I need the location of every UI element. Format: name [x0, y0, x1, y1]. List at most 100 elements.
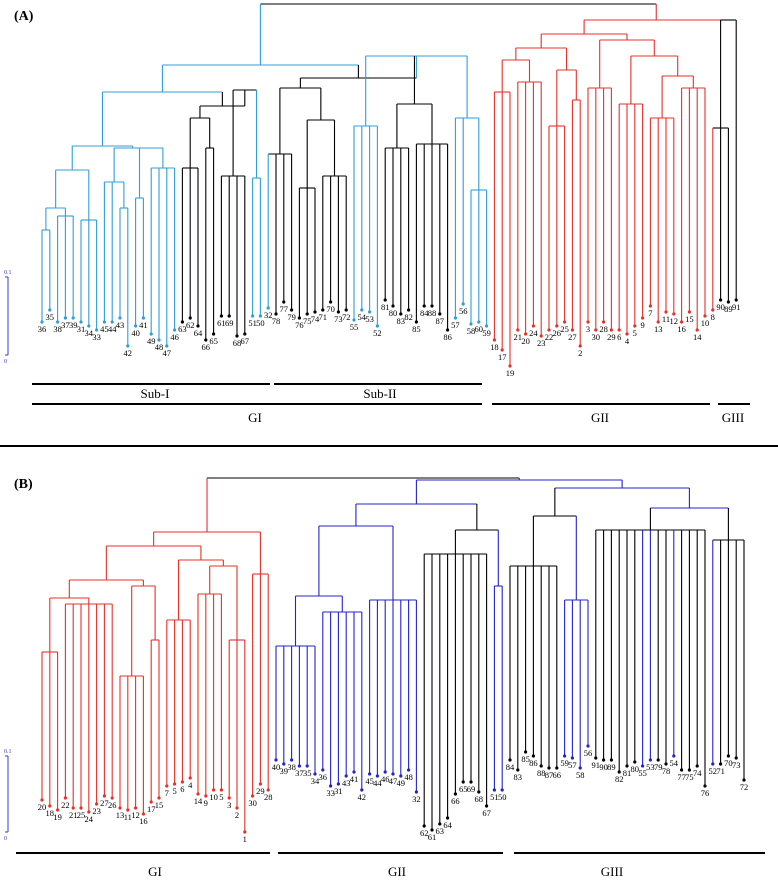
leaf-marker-panelA-35	[313, 310, 317, 314]
leaf-label-panelA-32: 79	[287, 312, 296, 322]
leaf-marker-panelB-67	[563, 754, 567, 758]
leaf-marker-panelB-47	[407, 768, 411, 772]
leaf-marker-panelA-82	[680, 320, 684, 324]
leaf-label-panelA-58: 18	[490, 342, 499, 352]
panel-b-scale-bar: 0.1 0	[4, 749, 12, 842]
leaf-marker-panelB-52	[446, 816, 450, 820]
leaf-label-panelA-69: 2	[578, 348, 582, 358]
leaf-label-panelA-21: 66	[202, 342, 211, 352]
leaf-marker-panelB-18	[180, 780, 184, 784]
leaf-label-panelB-47: 48	[404, 772, 413, 782]
leaf-marker-panelA-39	[344, 308, 348, 312]
group-label-sub-ii: Sub-II	[363, 386, 396, 401]
leaf-label-panelB-37: 33	[326, 788, 335, 798]
leaf-label-panelB-35: 34	[311, 776, 320, 786]
leaf-marker-panelB-2	[56, 808, 60, 812]
leaf-marker-panelA-47	[407, 308, 411, 312]
leaf-label-panelB-24: 3	[227, 800, 231, 810]
leaf-marker-panelA-27	[251, 314, 255, 318]
leaf-label-panelB-21: 9	[204, 798, 208, 808]
leaf-marker-panelA-58	[492, 338, 496, 342]
leaf-label-panelB-18: 6	[180, 784, 184, 794]
leaf-marker-panelA-53	[453, 316, 457, 320]
leaf-label-panelB-28: 29	[256, 786, 265, 796]
leaf-marker-panelB-7	[95, 802, 99, 806]
leaf-marker-panelB-8	[102, 794, 106, 798]
leaf-label-panelB-66: 66	[553, 770, 562, 780]
leaf-label-panelB-32: 38	[287, 762, 296, 772]
leaf-marker-panelB-70	[586, 744, 590, 748]
leaf-marker-panelB-44	[383, 770, 387, 774]
leaf-marker-panelA-83	[687, 310, 692, 314]
leaf-marker-panelA-85	[703, 314, 707, 318]
leaf-label-panelA-52: 86	[443, 332, 452, 342]
leaf-label-panelB-86: 52	[709, 766, 718, 776]
leaf-label-panelA-84: 14	[693, 332, 702, 342]
leaf-label-panelB-26: 1	[243, 834, 247, 844]
leaf-marker-panelA-65	[547, 328, 551, 332]
leaf-marker-panelA-71	[594, 328, 598, 332]
leaf-marker-panelA-59	[500, 348, 504, 352]
leaf-label-panelB-12: 12	[131, 810, 140, 820]
leaf-marker-panelB-9	[110, 796, 114, 800]
leaf-label-panelA-48: 85	[412, 324, 421, 334]
leaf-label-panelA-80: 11	[662, 314, 670, 324]
leaf-marker-panelA-41	[360, 308, 364, 312]
leaf-marker-panelA-7	[95, 328, 99, 332]
leaf-marker-panelA-1	[48, 308, 52, 312]
leaf-marker-panelA-38	[336, 310, 340, 314]
leaf-marker-panelA-77	[641, 316, 645, 320]
leaf-label-panelB-5: 25	[77, 810, 86, 820]
panel-a-scale-label: 0.1	[4, 270, 12, 276]
leaf-label-panelA-76: 5	[633, 328, 637, 338]
leaf-label-panelA-61: 21	[514, 332, 523, 342]
leaf-label-panelA-20: 64	[194, 328, 203, 338]
leaf-marker-panelA-84	[695, 328, 699, 332]
leaf-marker-panelA-34	[305, 312, 309, 316]
leaf-marker-panelA-78	[648, 304, 653, 308]
leaf-marker-panelB-73	[609, 758, 614, 762]
leaf-label-panelA-35: 74	[311, 314, 320, 324]
leaf-label-panelA-12: 40	[131, 328, 140, 338]
leaf-label-panelA-71: 30	[592, 332, 601, 342]
leaf-marker-panelA-22	[212, 332, 216, 336]
leaf-marker-panelA-68	[570, 328, 575, 332]
leaf-label-panelB-58: 51	[490, 792, 499, 802]
leaf-marker-panelA-37	[329, 300, 333, 304]
leaf-label-panelA-7: 33	[92, 332, 101, 342]
leaf-label-panelA-34: 75	[303, 316, 312, 326]
leaf-label-panelB-4: 21	[69, 810, 78, 820]
leaf-marker-panelB-37	[329, 784, 333, 788]
leaf-marker-panelA-8	[102, 320, 106, 324]
leaf-label-panelB-19: 4	[188, 780, 193, 790]
leaf-marker-panelB-50	[430, 828, 434, 832]
leaf-label-panelB-87: 71	[716, 766, 725, 776]
panel-b-label: (B)	[14, 477, 33, 492]
leaf-label-panelA-8: 45	[100, 324, 109, 334]
leaf-label-panelA-68: 27	[568, 332, 577, 342]
leaf-label-panelB-11: 11	[124, 812, 132, 822]
leaf-label-panelA-18: 63	[178, 324, 187, 334]
leaf-marker-panelA-6	[87, 324, 91, 328]
leaf-label-panelB-56: 68	[475, 794, 484, 804]
leaf-marker-panelA-43	[375, 324, 379, 328]
leaf-label-panelB-76: 80	[631, 764, 640, 774]
leaf-marker-panelB-16	[165, 784, 169, 788]
leaf-label-panelA-75: 4	[625, 336, 630, 346]
leaf-label-panelB-25: 2	[235, 810, 239, 820]
leaf-label-panelB-16: 7	[165, 788, 169, 798]
leaf-label-panelB-90: 72	[740, 782, 749, 792]
leaf-label-panelA-62: 20	[521, 336, 530, 346]
leaf-marker-panelB-56	[477, 790, 481, 794]
leaf-label-panelA-57: 59	[482, 328, 491, 338]
leaf-label-panelA-42: 53	[365, 314, 374, 324]
leaf-marker-panelA-29	[266, 306, 270, 310]
leaf-marker-panelB-69	[578, 766, 582, 770]
leaf-label-panelB-20: 14	[194, 796, 203, 806]
leaf-marker-panelB-32	[290, 758, 294, 762]
leaf-marker-panelB-89	[734, 756, 738, 760]
leaf-label-panelB-36: 36	[319, 772, 328, 782]
leaf-label-panelA-78: 7	[648, 308, 652, 318]
leaf-marker-panelA-48	[414, 320, 418, 324]
